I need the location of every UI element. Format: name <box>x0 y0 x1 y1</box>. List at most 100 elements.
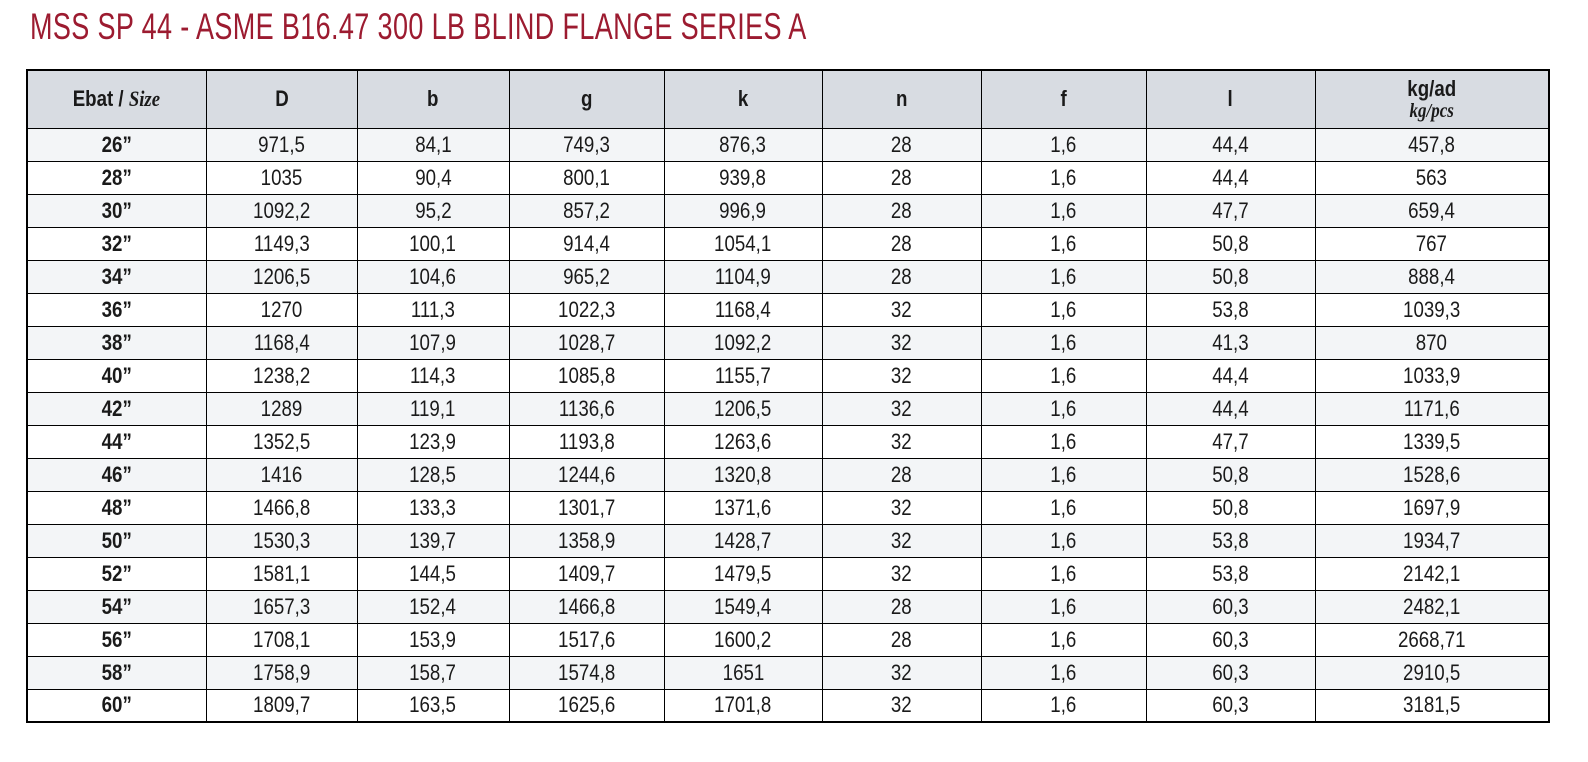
cell-D: 1270 <box>205 292 358 327</box>
table-row: 32” 1149,3 100,1 914,4 1054,1 28 1,6 50,8 767 <box>26 226 1550 261</box>
cell-f: 1,6 <box>980 490 1147 525</box>
cell-size: 40” <box>26 358 207 393</box>
col-header-k: k <box>663 69 823 129</box>
cell-b: 144,5 <box>356 556 510 591</box>
cell-g: 965,2 <box>508 259 665 294</box>
col-header-g: g <box>508 69 665 129</box>
cell-b: 153,9 <box>356 622 510 657</box>
cell-size: 48” <box>26 490 207 525</box>
table-row: 48” 1466,8 133,3 1301,7 1371,6 32 1,6 50,8 1697,… <box>26 490 1550 525</box>
table-row: 54” 1657,3 152,4 1466,8 1549,4 28 1,6 60,3 2482,… <box>26 589 1550 624</box>
cell-g: 1574,8 <box>508 655 665 690</box>
cell-kg: 2668,71 <box>1314 622 1550 657</box>
cell-k: 1155,7 <box>663 358 823 393</box>
cell-l: 50,8 <box>1145 490 1316 525</box>
cell-l: 41,3 <box>1145 325 1316 360</box>
cell-n: 28 <box>821 127 982 162</box>
cell-k: 1054,1 <box>663 226 823 261</box>
cell-size: 36” <box>26 292 207 327</box>
cell-kg: 1934,7 <box>1314 523 1550 558</box>
cell-D: 1092,2 <box>205 193 358 228</box>
cell-l: 60,3 <box>1145 589 1316 624</box>
col-header-D: D <box>205 69 358 129</box>
cell-l: 44,4 <box>1145 358 1316 393</box>
cell-l: 50,8 <box>1145 259 1316 294</box>
cell-f: 1,6 <box>980 589 1147 624</box>
cell-kg: 1171,6 <box>1314 391 1550 426</box>
cell-size: 50” <box>26 523 207 558</box>
cell-D: 1149,3 <box>205 226 358 261</box>
cell-l: 44,4 <box>1145 160 1316 195</box>
cell-f: 1,6 <box>980 292 1147 327</box>
cell-b: 90,4 <box>356 160 510 195</box>
cell-n: 28 <box>821 457 982 492</box>
cell-g: 1358,9 <box>508 523 665 558</box>
cell-n: 28 <box>821 193 982 228</box>
cell-kg: 1697,9 <box>1314 490 1550 525</box>
cell-n: 32 <box>821 688 982 723</box>
cell-b: 152,4 <box>356 589 510 624</box>
cell-size: 32” <box>26 226 207 261</box>
cell-f: 1,6 <box>980 457 1147 492</box>
cell-size: 38” <box>26 325 207 360</box>
cell-f: 1,6 <box>980 391 1147 426</box>
cell-n: 28 <box>821 589 982 624</box>
cell-g: 1022,3 <box>508 292 665 327</box>
cell-D: 1809,7 <box>205 688 358 723</box>
cell-size: 30” <box>26 193 207 228</box>
table-header: Ebat / Size D b g k n f l kg/ad kg/pcs <box>26 69 1550 129</box>
cell-g: 857,2 <box>508 193 665 228</box>
cell-l: 50,8 <box>1145 457 1316 492</box>
cell-kg: 3181,5 <box>1314 688 1550 723</box>
cell-kg: 870 <box>1314 325 1550 360</box>
cell-l: 53,8 <box>1145 523 1316 558</box>
cell-b: 158,7 <box>356 655 510 690</box>
weight-label: kg/ad <box>1407 75 1457 101</box>
cell-f: 1,6 <box>980 160 1147 195</box>
table-row: 28” 1035 90,4 800,1 939,8 28 1,6 44,4 563 <box>26 160 1550 195</box>
cell-k: 1600,2 <box>663 622 823 657</box>
cell-D: 1657,3 <box>205 589 358 624</box>
cell-k: 1549,4 <box>663 589 823 624</box>
cell-kg: 563 <box>1314 160 1550 195</box>
cell-g: 1625,6 <box>508 688 665 723</box>
cell-D: 1206,5 <box>205 259 358 294</box>
cell-n: 32 <box>821 655 982 690</box>
cell-f: 1,6 <box>980 556 1147 591</box>
cell-f: 1,6 <box>980 358 1147 393</box>
cell-b: 139,7 <box>356 523 510 558</box>
cell-size: 44” <box>26 424 207 459</box>
table-row: 36” 1270 111,3 1022,3 1168,4 32 1,6 53,8 1039,3 <box>26 292 1550 327</box>
cell-l: 60,3 <box>1145 622 1316 657</box>
cell-n: 32 <box>821 325 982 360</box>
cell-g: 1136,6 <box>508 391 665 426</box>
table-body: 26” 971,5 84,1 749,3 876,3 28 1,6 44,4 457,8 28” 1… <box>26 127 1550 723</box>
cell-kg: 888,4 <box>1314 259 1550 294</box>
table-row: 60” 1809,7 163,5 1625,6 1701,8 32 1,6 60,3 3181,… <box>26 688 1550 723</box>
table-row: 56” 1708,1 153,9 1517,6 1600,2 28 1,6 60,3 2668,… <box>26 622 1550 657</box>
table-row: 52” 1581,1 144,5 1409,7 1479,5 32 1,6 53,8 2142,… <box>26 556 1550 591</box>
cell-k: 1168,4 <box>663 292 823 327</box>
cell-l: 44,4 <box>1145 391 1316 426</box>
cell-k: 1428,7 <box>663 523 823 558</box>
cell-size: 52” <box>26 556 207 591</box>
cell-g: 1028,7 <box>508 325 665 360</box>
cell-D: 1530,3 <box>205 523 358 558</box>
cell-D: 1758,9 <box>205 655 358 690</box>
cell-k: 876,3 <box>663 127 823 162</box>
cell-l: 50,8 <box>1145 226 1316 261</box>
cell-b: 128,5 <box>356 457 510 492</box>
size-label: Ebat / <box>73 86 125 112</box>
cell-n: 32 <box>821 391 982 426</box>
cell-kg: 2142,1 <box>1314 556 1550 591</box>
cell-b: 107,9 <box>356 325 510 360</box>
cell-kg: 1339,5 <box>1314 424 1550 459</box>
cell-D: 1238,2 <box>205 358 358 393</box>
cell-kg: 1039,3 <box>1314 292 1550 327</box>
cell-l: 53,8 <box>1145 292 1316 327</box>
cell-f: 1,6 <box>980 655 1147 690</box>
page-title: MSS SP 44 - ASME B16.47 300 LB BLIND FLA… <box>30 6 807 47</box>
cell-size: 54” <box>26 589 207 624</box>
cell-kg: 457,8 <box>1314 127 1550 162</box>
